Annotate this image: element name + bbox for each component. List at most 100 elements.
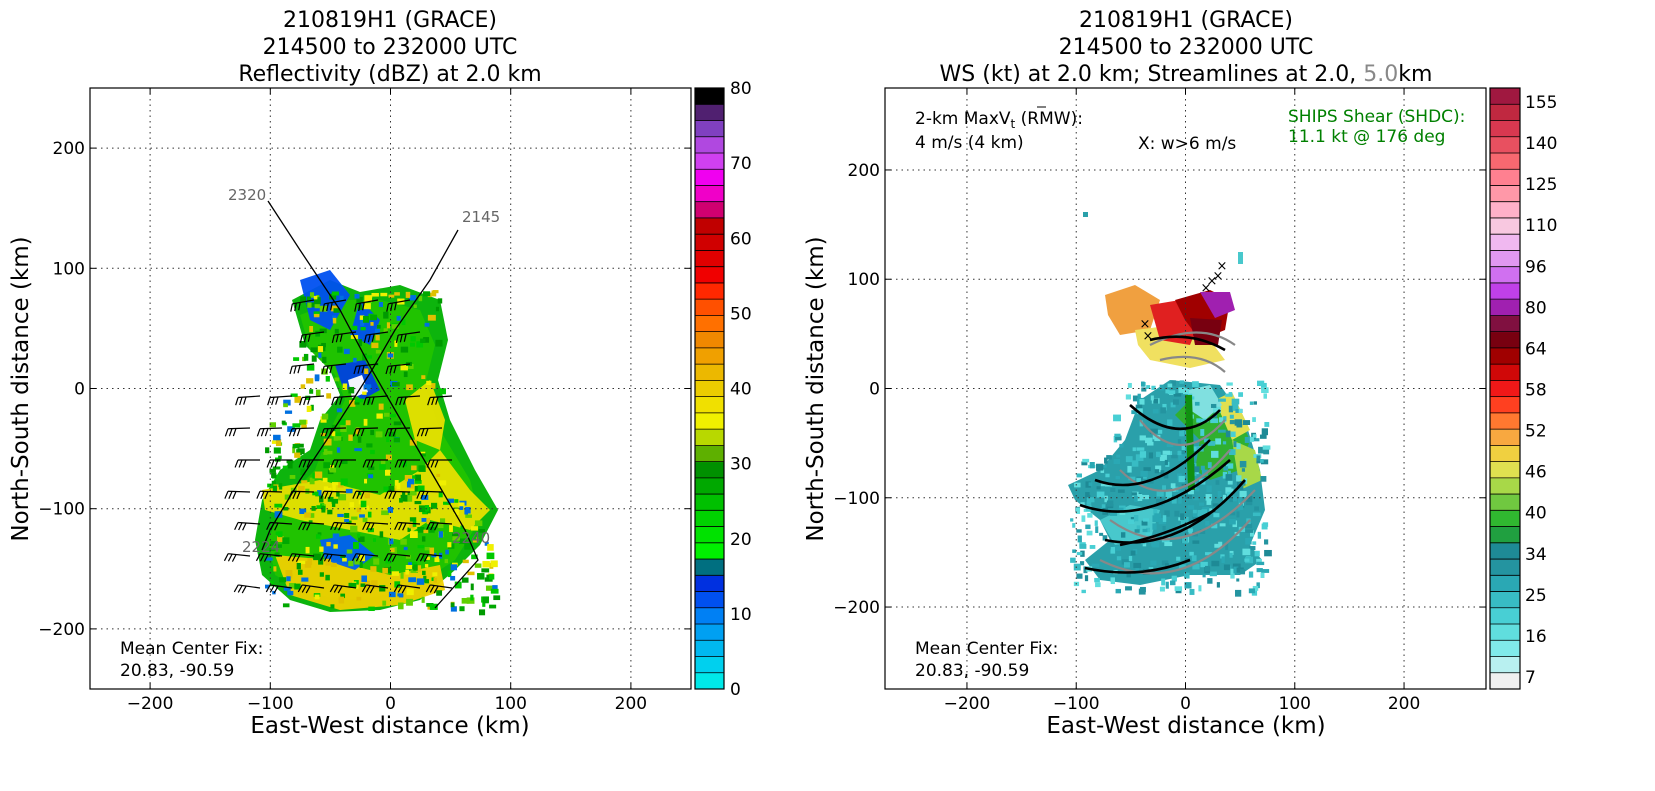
- reflectivity-pixel: [438, 480, 447, 486]
- wind-barb-flag: [420, 428, 425, 437]
- reflectivity-pixel: [404, 495, 413, 502]
- wind-speed-pixel: [1118, 507, 1124, 513]
- wind-speed-pixel: [1131, 460, 1139, 467]
- wind-speed-pixel: [1236, 423, 1243, 428]
- y-tick-label: 0: [869, 380, 880, 400]
- dbz-colorbar-swatch: [695, 429, 724, 446]
- wind-speed-pixel: [1178, 475, 1185, 483]
- wind-speed-pixel: [1130, 516, 1135, 522]
- reflectivity-pixel: [306, 296, 311, 302]
- reflectivity-pixel: [362, 505, 370, 511]
- dbz-colorbar-swatch: [695, 396, 724, 414]
- wind-speed-pixel: [1261, 569, 1270, 573]
- wind-speed-pixel: [1159, 454, 1167, 461]
- reflectivity-pixel: [333, 544, 338, 549]
- track-label-2145: 2145: [462, 208, 500, 226]
- wind-speed-pixel: [1094, 577, 1100, 583]
- wind-barb-flag: [263, 554, 269, 562]
- reflectivity-pixel: [398, 602, 404, 610]
- wind-speed-pixel: [1238, 392, 1244, 397]
- reflectivity-pixel: [418, 295, 423, 302]
- ws-colorbar-swatch: [1490, 169, 1520, 186]
- streamline: [1129, 404, 1221, 431]
- wind-barb-flag: [354, 303, 357, 312]
- wind-barb-flag: [362, 522, 367, 530]
- wind-barb-flag: [274, 522, 279, 531]
- wind-barb-flag: [329, 584, 335, 593]
- wind-speed-pixel: [1113, 545, 1121, 551]
- reflectivity-pixel: [321, 368, 328, 375]
- reflectivity-pixel: [478, 528, 486, 533]
- wind-speed-pixel: [1179, 430, 1185, 437]
- wind-barb-flag: [232, 428, 237, 437]
- wind-barb-flag: [352, 428, 357, 437]
- wind-speed-pixel: [1096, 491, 1105, 498]
- wind-speed-pixel: [1245, 499, 1253, 506]
- reflectivity-pixel: [418, 465, 426, 472]
- reflectivity-pixel: [464, 508, 468, 515]
- wind-speed-pixel: [1191, 555, 1197, 562]
- wind-speed-pixel: [1192, 563, 1200, 570]
- wind-barb-flag: [337, 585, 343, 594]
- wind-speed-pixel: [1165, 389, 1170, 394]
- y-tick-label: 0: [74, 380, 85, 400]
- reflectivity-pixel: [296, 562, 301, 570]
- wind-speed-pixel: [1198, 585, 1202, 592]
- reflectivity-pixel: [331, 482, 339, 486]
- wind-speed-pixel: [1229, 497, 1233, 503]
- wind-speed-pixel: [1082, 458, 1090, 463]
- wind-speed-pixel: [1251, 438, 1260, 442]
- reflectivity-pixel: [422, 555, 428, 561]
- wind-speed-pixel: [1148, 567, 1154, 571]
- reflectivity-pixel: [325, 558, 332, 566]
- reflectivity-pixel: [426, 517, 431, 525]
- wind-speed-pixel: [1188, 487, 1194, 495]
- reflectivity-pixel: [273, 434, 281, 441]
- wind-speed-pixel: [1207, 462, 1212, 469]
- dbz-colorbar-frame: [694, 87, 725, 690]
- reflectivity-pixel: [370, 449, 375, 455]
- ws-colorbar-swatch: [1490, 607, 1520, 625]
- wind-speed-pixel: [1145, 531, 1153, 535]
- reflectivity-pixel: [336, 491, 340, 497]
- reflectivity-pixel: [405, 569, 409, 575]
- wind-speed-pixel: [1192, 513, 1198, 517]
- flight-track-leg: [261, 229, 459, 551]
- reflectivity-pixel: [353, 542, 359, 549]
- wind-speed-pixel: [1101, 504, 1106, 510]
- wind-barb: [322, 299, 347, 312]
- dbz-colorbar-swatch: [695, 461, 724, 479]
- wind-speed-pixel: [1143, 467, 1151, 472]
- wind-barb-flag: [430, 459, 435, 468]
- reflectivity-pixel: [418, 505, 427, 513]
- reflectivity-pixel: [416, 565, 422, 572]
- wind-speed-pixel: [1239, 460, 1247, 468]
- wind-barb: [320, 427, 347, 437]
- wind-speed-pixel: [1074, 482, 1081, 488]
- reflectivity-pixel: [309, 389, 314, 394]
- wind-barb-flag: [338, 522, 343, 531]
- wind-speed-pixel: [1253, 401, 1257, 405]
- ws-colorbar-swatch: [1490, 672, 1520, 690]
- wind-barb-flag: [361, 584, 367, 593]
- reflectivity-pixel: [444, 558, 449, 564]
- reflectivity-pixel: [348, 582, 357, 588]
- reflectivity-pixel: [375, 334, 380, 341]
- wind-speed-pixel: [1086, 530, 1093, 536]
- reflectivity-pixel: [386, 436, 390, 443]
- reflectivity-pixel: [356, 533, 361, 538]
- reflectivity-pixel: [363, 303, 371, 310]
- ws-colorbar-swatch: [1490, 494, 1520, 511]
- wind-speed-pixel: [1258, 446, 1264, 454]
- dbz-colorbar-swatch: [695, 542, 724, 560]
- reflectivity-pixel: [348, 434, 353, 441]
- right-panel: 210819H1 (GRACE) 214500 to 232000 UTC WS…: [803, 8, 1557, 739]
- dbz-colorbar-swatch: [695, 88, 724, 105]
- reflectivity-pixel: [450, 602, 455, 608]
- wind-barb: [297, 584, 325, 594]
- reflectivity-pixel: [482, 600, 486, 607]
- wind-barb-flag: [269, 585, 275, 593]
- wind-speed-pixel: [1089, 462, 1095, 469]
- reflectivity-pixel: [429, 603, 438, 610]
- wind-barb-flag: [298, 522, 303, 530]
